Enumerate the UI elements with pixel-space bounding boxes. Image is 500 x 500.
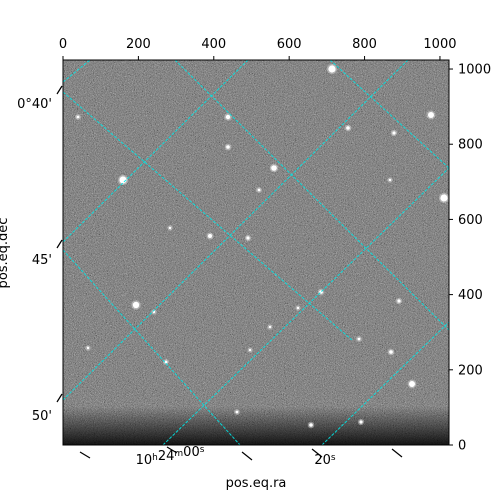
star	[235, 410, 239, 414]
star	[309, 423, 313, 427]
star	[389, 350, 393, 354]
bottom-tick-label: 20s	[314, 453, 336, 468]
x-axis-title: pos.eq.ra	[226, 476, 287, 491]
star	[271, 165, 277, 171]
left-tick-label: 45'	[32, 253, 52, 268]
top-tick-label: 1000	[423, 37, 456, 52]
grid-line	[63, 91, 353, 341]
star	[246, 236, 250, 240]
y-axis-title: pos.eq.dec	[0, 218, 11, 289]
star	[388, 178, 392, 182]
bottom-tick	[166, 446, 178, 454]
grid-line	[174, 60, 449, 331]
left-tick	[56, 393, 63, 403]
right-tick-label: 800	[458, 138, 483, 153]
bottom-axis: 10h24m00s 20s	[79, 445, 403, 468]
bottom-tick-label: 10h24m00s	[136, 445, 205, 468]
right-tick-label: 200	[458, 363, 483, 378]
bottom-tick	[391, 448, 403, 458]
grid-line	[63, 60, 249, 243]
top-axis: 0 200 400 600 800 1000	[59, 37, 457, 60]
star	[164, 360, 168, 364]
grid-line	[63, 249, 241, 445]
star	[409, 381, 415, 387]
right-tick-label: 0	[458, 439, 466, 454]
star	[397, 299, 401, 303]
grid-line	[162, 167, 449, 445]
plot-frame	[62, 59, 450, 446]
star	[208, 234, 212, 238]
top-tick-label: 600	[277, 37, 302, 52]
left-tick-label: 0°40'	[17, 97, 52, 112]
left-axis: 0°40' 45' 50'	[17, 85, 63, 424]
right-tick-label: 600	[458, 213, 483, 228]
bottom-tick	[311, 448, 323, 458]
top-tick-label: 800	[352, 37, 377, 52]
grid-line	[321, 321, 449, 445]
top-tick-label: 200	[126, 37, 151, 52]
left-tick	[56, 239, 63, 249]
star	[346, 126, 350, 130]
star	[440, 194, 448, 202]
star	[359, 420, 363, 424]
grid-line	[63, 60, 91, 83]
bottom-tick	[79, 451, 91, 459]
top-tick-label: 0	[59, 37, 67, 52]
right-tick-label: 1000	[458, 63, 491, 78]
star	[226, 145, 230, 149]
star	[168, 226, 172, 230]
star	[268, 325, 272, 329]
star	[76, 115, 80, 119]
left-tick	[56, 85, 63, 95]
star	[357, 337, 361, 341]
star	[132, 301, 140, 309]
star	[248, 348, 252, 352]
star-field	[75, 63, 449, 429]
sky-image	[63, 60, 449, 445]
left-tick-label: 50'	[32, 409, 52, 424]
star	[428, 112, 434, 118]
right-tick-label: 400	[458, 288, 483, 303]
right-axis: 0 200 400 600 800 1000	[449, 63, 491, 454]
star	[257, 188, 261, 192]
top-tick-label: 400	[201, 37, 226, 52]
star	[296, 306, 300, 310]
coordinate-grid	[63, 60, 449, 445]
star	[392, 131, 396, 135]
bottom-tick	[241, 451, 253, 461]
star	[86, 346, 90, 350]
star	[225, 114, 231, 120]
star	[328, 65, 336, 73]
